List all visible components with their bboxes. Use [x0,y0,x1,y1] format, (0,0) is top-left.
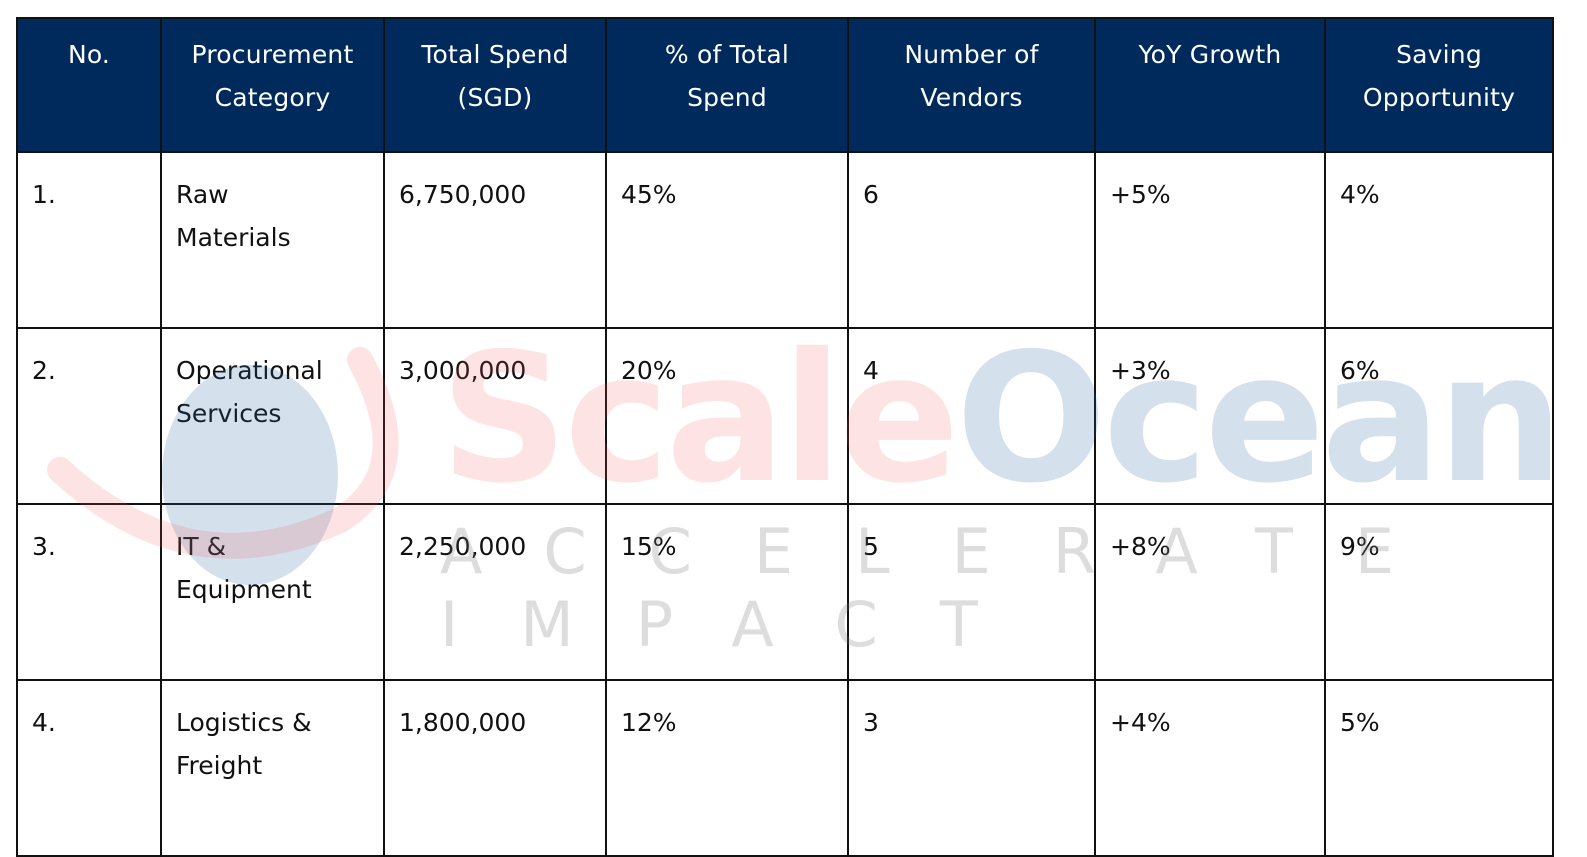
header-label-line1: YoY Growth [1138,40,1282,69]
table-row: 2. Operational Services 3,000,000 20% 4 +… [16,327,1554,505]
header-no: No. [16,17,162,153]
cell-category: IT & Equipment [160,503,385,681]
procurement-spend-table: No. Procurement Category Total Spend (SGD)… [16,17,1554,857]
category-line1: IT & [176,532,227,561]
cell-vendors: 5 [847,503,1096,681]
table-row: 3. IT & Equipment 2,250,000 15% 5 +8% 9% [16,503,1554,681]
header-label-line2: Spend [687,83,767,112]
header-label-line1: Number of [904,40,1039,69]
category-line2: Freight [176,751,263,780]
header-yoy-growth: YoY Growth [1094,17,1326,153]
cell-category: Operational Services [160,327,385,505]
cell-saving: 5% [1324,679,1554,857]
table-row: 1. Raw Materials 6,750,000 45% 6 +5% 4% [16,151,1554,329]
cell-total-spend: 2,250,000 [383,503,607,681]
cell-no: 2. [16,327,162,505]
header-total-spend: Total Spend (SGD) [383,17,607,153]
cell-category: Logistics & Freight [160,679,385,857]
table-row: 4. Logistics & Freight 1,800,000 12% 3 +4… [16,679,1554,857]
cell-pct-total: 20% [605,327,849,505]
cell-vendors: 4 [847,327,1096,505]
cell-saving: 9% [1324,503,1554,681]
cell-no: 4. [16,679,162,857]
header-label-line2: Opportunity [1362,83,1516,112]
cell-pct-total: 12% [605,679,849,857]
category-line1: Raw [176,180,229,209]
header-label-line2: Vendors [920,83,1023,112]
cell-vendors: 6 [847,151,1096,329]
table-header-row: No. Procurement Category Total Spend (SGD)… [16,17,1554,153]
header-label-line2: Category [214,83,331,112]
cell-pct-total: 45% [605,151,849,329]
header-label-line1: % of Total [664,40,790,69]
header-number-of-vendors: Number of Vendors [847,17,1096,153]
cell-vendors: 3 [847,679,1096,857]
category-line2: Equipment [176,575,312,604]
cell-no: 3. [16,503,162,681]
cell-yoy-growth: +5% [1094,151,1326,329]
header-label-line1: Saving [1396,40,1482,69]
cell-yoy-growth: +4% [1094,679,1326,857]
header-procurement-category: Procurement Category [160,17,385,153]
cell-yoy-growth: +8% [1094,503,1326,681]
cell-total-spend: 3,000,000 [383,327,607,505]
category-line2: Materials [176,223,291,252]
header-no-label: No. [67,40,111,69]
category-line1: Logistics & [176,708,312,737]
header-label-line1: Total Spend [421,40,569,69]
cell-category: Raw Materials [160,151,385,329]
category-line2: Services [176,399,282,428]
category-line1: Operational [176,356,323,385]
cell-yoy-growth: +3% [1094,327,1326,505]
header-label-line1: Procurement [191,40,354,69]
header-label-line2: (SGD) [457,83,533,112]
procurement-table-container: No. Procurement Category Total Spend (SGD)… [16,17,1554,857]
cell-pct-total: 15% [605,503,849,681]
header-saving-opportunity: Saving Opportunity [1324,17,1554,153]
cell-total-spend: 1,800,000 [383,679,607,857]
cell-total-spend: 6,750,000 [383,151,607,329]
cell-saving: 6% [1324,327,1554,505]
cell-no: 1. [16,151,162,329]
cell-saving: 4% [1324,151,1554,329]
header-pct-total-spend: % of Total Spend [605,17,849,153]
